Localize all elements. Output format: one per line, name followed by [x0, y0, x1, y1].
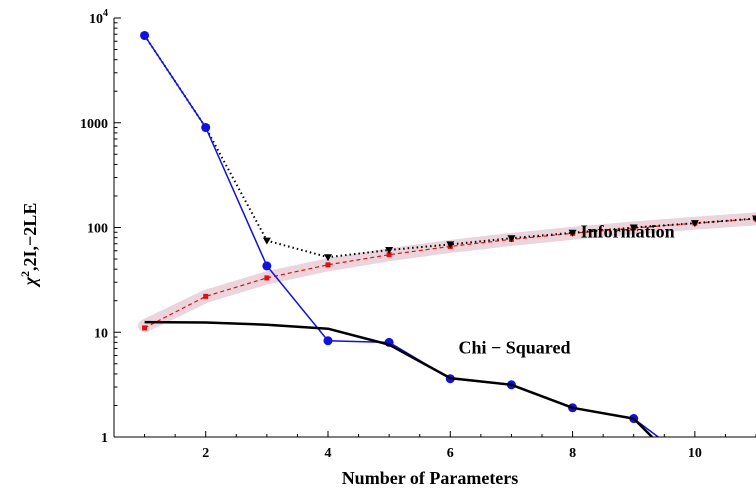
- information-expected-marker: [325, 262, 331, 268]
- y-axis-title: χ2,2I,−2LE: [18, 203, 40, 289]
- information-expected-marker: [203, 293, 209, 299]
- likelihood-marker: [262, 261, 272, 271]
- information-marker: [446, 241, 455, 249]
- series-group: [138, 31, 756, 437]
- information-marker: [385, 246, 394, 254]
- x-tick-label: 10: [688, 446, 702, 461]
- y-tick-label: 100: [87, 222, 108, 237]
- likelihood-marker: [140, 31, 150, 41]
- x-tick-label: 4: [325, 446, 332, 461]
- x-tick-label: 6: [447, 446, 454, 461]
- information-marker: [262, 237, 271, 245]
- plot-area: [138, 31, 756, 437]
- y-tick-label-top: 104: [89, 8, 108, 27]
- information-marker: [752, 215, 756, 223]
- y-tick-label: 10: [94, 326, 108, 341]
- x-tick-label: 8: [569, 446, 576, 461]
- y-axis-title-chi: χ: [20, 276, 40, 288]
- information-expected-marker: [142, 325, 148, 331]
- chi-squared-line: [144, 320, 653, 437]
- y-axis-title-rest: ,2I,−2LE: [20, 203, 40, 271]
- information-marker: [690, 220, 699, 228]
- y-tick-label: 1000: [80, 117, 108, 132]
- likelihood-marker: [201, 123, 211, 133]
- likelihood-marker: [323, 336, 333, 346]
- information-label: Information: [581, 222, 675, 242]
- information-expected-marker: [386, 252, 392, 258]
- information-marker: [568, 229, 577, 237]
- axes: 2 4 6 8 10 1 10 100 1000 104 Information Chi − Squa…: [80, 8, 756, 461]
- x-tick-label: 2: [202, 446, 209, 461]
- information-marker: [629, 224, 638, 232]
- chi-squared-label: Chi − Squared: [459, 337, 571, 357]
- information-marker: [324, 254, 332, 262]
- information-expected-marker: [264, 275, 270, 281]
- x-axis-title: Number of Parameters: [342, 468, 519, 488]
- y-tick-label: 1: [101, 431, 108, 446]
- y-axis-title-sup: 2: [18, 271, 32, 277]
- information-marker: [507, 235, 516, 243]
